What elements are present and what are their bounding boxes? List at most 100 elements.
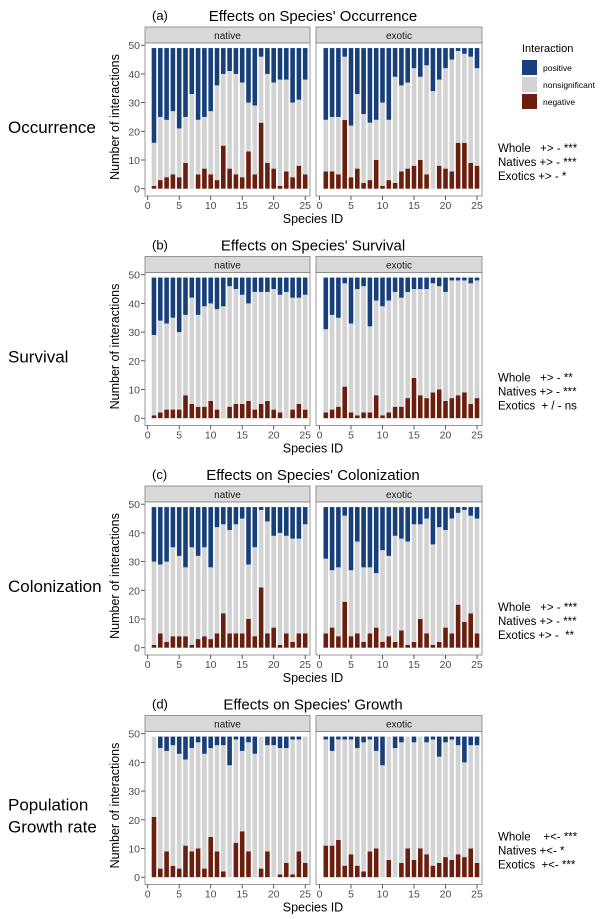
bar-native-negative-3: [164, 177, 169, 189]
bar-exotic-negative-14: [405, 398, 410, 419]
bar-native-negative-9: [202, 868, 207, 878]
bar-exotic-positive-9: [373, 507, 379, 574]
bar-native-nonsignificant-7: [189, 297, 195, 404]
bar-exotic-nonsignificant-19: [436, 79, 442, 166]
x-tick-label: 15: [408, 659, 420, 671]
bar-exotic-positive-5: [348, 736, 354, 740]
bar-native-positive-9: [202, 507, 207, 548]
x-tick-label: 10: [205, 200, 217, 212]
bar-exotic-positive-19: [436, 736, 442, 757]
bar-native-negative-4: [170, 409, 176, 419]
x-tick-label: 0: [145, 889, 151, 901]
bar-exotic-nonsignificant-9: [373, 119, 379, 160]
panel-title: Effects on Species' Colonization: [206, 467, 420, 484]
y-axis-label: Number of interactions: [108, 513, 122, 639]
bar-exotic-negative-7: [361, 641, 366, 648]
legend-swatch-negative: [522, 94, 537, 109]
significance-text: Exotics + / - ns: [498, 401, 577, 413]
bar-exotic-positive-1: [323, 736, 329, 740]
bar-exotic-negative-2: [329, 845, 335, 878]
bar-native-positive-9: [202, 48, 207, 117]
bar-native-nonsignificant-21: [277, 294, 283, 413]
facet-label: exotic: [386, 31, 412, 42]
bar-exotic-positive-3: [336, 48, 341, 117]
bar-native-negative-23: [290, 409, 295, 419]
bar-native-nonsignificant-8: [195, 119, 201, 175]
row-label: Population: [8, 796, 88, 815]
bar-exotic-negative-3: [336, 839, 341, 878]
bar-exotic-negative-24: [468, 162, 473, 189]
bar-exotic-positive-15: [411, 277, 417, 290]
bar-native-negative-18: [258, 122, 264, 189]
bar-exotic-negative-22: [455, 604, 461, 648]
bar-exotic-positive-1: [323, 507, 329, 559]
bar-native-nonsignificant-10: [208, 748, 213, 838]
bar-exotic-positive-22: [455, 48, 461, 51]
bar-exotic-negative-11: [386, 412, 392, 419]
bar-native-positive-11: [214, 277, 220, 310]
bar-exotic-positive-1: [323, 48, 329, 120]
bar-native-positive-24: [296, 736, 302, 740]
x-tick-label: 25: [471, 659, 483, 671]
bar-exotic-negative-16: [418, 160, 423, 189]
bar-native-positive-19: [265, 277, 270, 292]
bar-exotic-positive-15: [411, 507, 417, 525]
bar-native-nonsignificant-22: [284, 79, 289, 172]
bar-native-positive-24: [296, 277, 302, 298]
bar-exotic-negative-4: [342, 386, 347, 419]
bar-exotic-positive-21: [449, 48, 455, 60]
bar-exotic-negative-19: [436, 389, 442, 419]
bar-native-negative-11: [214, 851, 220, 878]
bar-exotic-negative-21: [449, 633, 455, 648]
bar-native-nonsignificant-7: [189, 547, 195, 645]
bar-native-positive-20: [271, 507, 276, 536]
bar-native-negative-10: [208, 174, 213, 189]
bar-native-negative-18: [258, 403, 264, 419]
bar-exotic-nonsignificant-25: [474, 518, 480, 634]
bar-native-positive-8: [195, 507, 201, 556]
bar-exotic-positive-21: [449, 507, 455, 519]
bar-native-nonsignificant-1: [151, 561, 157, 645]
bar-exotic-positive-4: [342, 736, 347, 740]
bar-exotic-nonsignificant-5: [348, 739, 354, 855]
bar-exotic-nonsignificant-3: [336, 116, 341, 175]
bar-native-negative-2: [158, 180, 163, 189]
bar-exotic-nonsignificant-22: [455, 50, 461, 143]
x-tick-label: 5: [176, 889, 182, 901]
y-tick-label: 0: [134, 643, 140, 655]
bar-native-negative-8: [195, 848, 201, 878]
bar-exotic-nonsignificant-7: [361, 286, 366, 413]
bar-exotic-positive-16: [418, 507, 423, 525]
bar-native-negative-7: [189, 851, 195, 878]
panel-title: Effects on Species' Survival: [221, 238, 405, 255]
facet-label: native: [214, 720, 241, 731]
bar-exotic-negative-16: [418, 395, 423, 419]
bar-exotic-negative-15: [411, 641, 417, 648]
bar-native-positive-24: [296, 507, 302, 539]
panel-b: (b) Effects on Species' Survival Survival N…: [8, 238, 577, 456]
bar-native-positive-5: [176, 48, 182, 129]
bar-native-nonsignificant-16: [246, 102, 251, 152]
bar-exotic-nonsignificant-4: [342, 283, 347, 387]
significance-text: Whole +<- ***: [498, 832, 578, 844]
bar-native-positive-14: [233, 277, 239, 290]
bar-exotic-negative-6: [355, 415, 360, 419]
bar-exotic-nonsignificant-14: [405, 736, 410, 849]
bar-native-nonsignificant-4: [170, 745, 176, 866]
bar-native-nonsignificant-1: [151, 334, 157, 416]
bar-native-positive-8: [195, 277, 201, 315]
bar-exotic-positive-4: [342, 277, 347, 284]
bar-native-negative-11: [214, 180, 220, 189]
bar-exotic-positive-9: [373, 48, 379, 120]
bar-native-positive-12: [221, 507, 226, 525]
bar-native-positive-10: [208, 507, 213, 568]
bar-native-positive-3: [164, 48, 169, 120]
bar-exotic-positive-19: [436, 48, 442, 80]
bar-exotic-positive-7: [361, 507, 366, 568]
bar-native-positive-20: [271, 277, 276, 290]
bar-exotic-positive-2: [329, 507, 335, 571]
bar-exotic-negative-25: [474, 862, 480, 878]
bar-exotic-positive-10: [380, 736, 385, 766]
bar-native-nonsignificant-3: [164, 750, 169, 852]
bar-native-positive-17: [252, 736, 258, 754]
